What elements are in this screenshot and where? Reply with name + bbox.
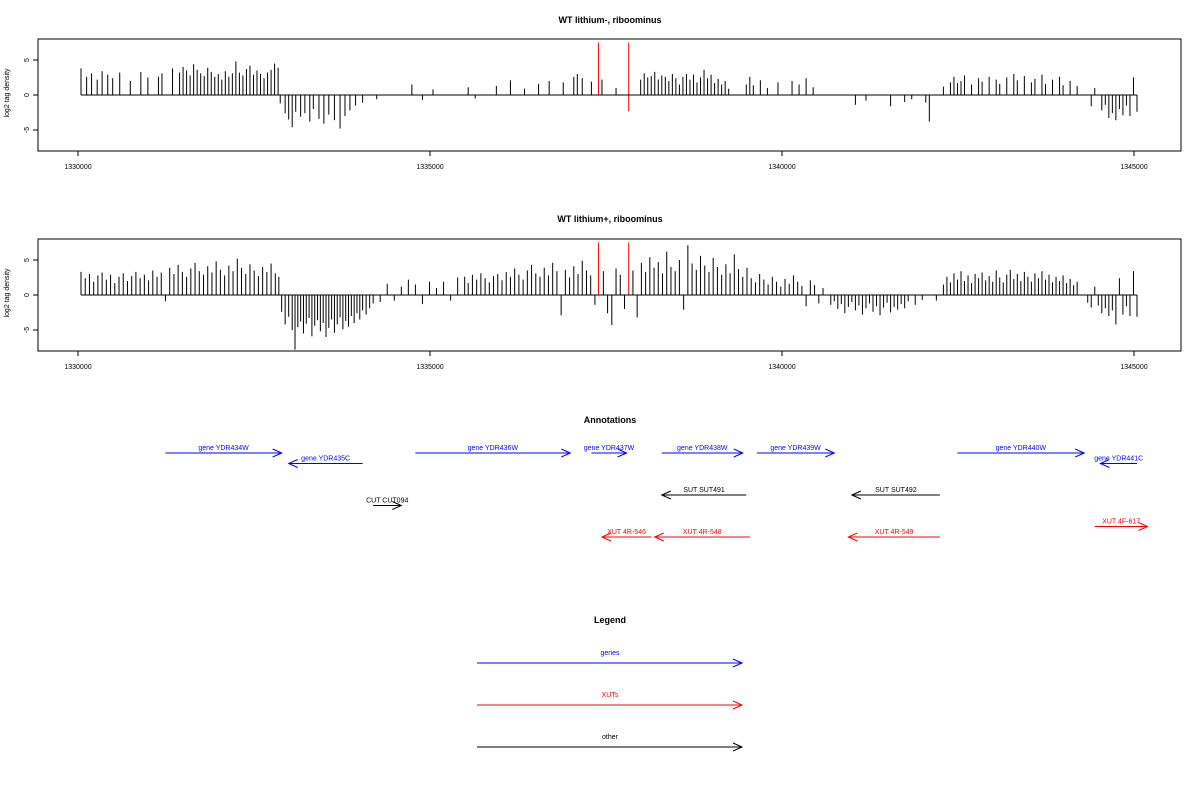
y-axis: -5 0 5 [24, 58, 38, 133]
y-axis-label: log2 tag density [4, 68, 11, 118]
annotation-feature: XUT 4R-548 [653, 529, 750, 542]
arrow-head [847, 532, 858, 542]
arrow-head [653, 532, 664, 542]
legend-item: other [477, 734, 744, 752]
x-tick-label: 1335000 [416, 164, 443, 171]
bar-group [80, 245, 1138, 350]
y-tick-label: 0 [24, 293, 31, 297]
feature-label: XUT 4R-546 [607, 529, 646, 536]
arrow-head [392, 501, 403, 510]
feature-label: XUT 4R-549 [875, 529, 914, 536]
legend-item: XUTs [477, 692, 744, 710]
annotation-feature: CUT CUT094 [366, 498, 408, 510]
annotation-feature: gene YDR434W [165, 445, 283, 458]
feature-label: gene YDR436W [468, 445, 519, 452]
y-tick-label: 0 [24, 93, 31, 97]
feature-label: SUT SUT491 [683, 487, 725, 494]
panel-title: WT lithium+, riboominus [557, 214, 662, 224]
x-tick-label: 1340000 [768, 164, 795, 171]
arrow-head [732, 742, 744, 752]
y-tick-label: -5 [24, 327, 31, 333]
x-tick-label: 1330000 [64, 364, 91, 371]
annotation-feature: XUT 4F-617 [1094, 519, 1149, 531]
annotations-title: Annotations [584, 415, 637, 425]
x-axis: 1330000 1335000 1340000 1345000 [64, 151, 1148, 171]
x-tick-label: 1335000 [416, 364, 443, 371]
feature-label: gene YDR440W [996, 445, 1047, 452]
legend-label: XUTs [602, 692, 619, 699]
feature-label: CUT CUT094 [366, 498, 408, 505]
y-tick-label: 5 [24, 258, 31, 262]
marker-group [597, 242, 630, 295]
legend-items: genes XUTs other [477, 650, 744, 752]
arrow-head [850, 490, 862, 500]
arrow-head [660, 490, 672, 500]
x-tick-label: 1345000 [1120, 164, 1147, 171]
feature-label: gene YDR441C [1094, 456, 1143, 463]
legend-label: other [602, 734, 619, 741]
arrow-head [272, 448, 283, 458]
arrow-head [1099, 459, 1110, 468]
x-tick-label: 1340000 [768, 364, 795, 371]
annotation-feature: gene YDR436W [415, 445, 572, 458]
feature-label: gene YDR438W [677, 445, 728, 452]
arrow-head [825, 448, 836, 458]
x-tick-label: 1330000 [64, 164, 91, 171]
arrow-head [600, 532, 612, 542]
feature-label: gene YDR439W [770, 445, 821, 452]
y-axis: -5 0 5 [24, 258, 38, 333]
arrow-head [733, 448, 744, 458]
y-axis-label: log2 tag density [4, 268, 11, 318]
annotation-feature: gene YDR441C [1094, 456, 1143, 468]
annotation-feature: gene YDR438W [661, 445, 744, 458]
arrow-head [732, 658, 744, 668]
arrow-head [617, 448, 628, 458]
coverage-panel-lithium-plus: WT lithium+, riboominus log2 tag density… [4, 214, 1182, 371]
coverage-panel-lithium-minus: WT lithium-, riboominus log2 tag density… [4, 15, 1182, 171]
arrow-head [1074, 448, 1086, 458]
bar-group [80, 61, 1138, 129]
legend-item: genes [477, 650, 744, 668]
y-tick-label: 5 [24, 58, 31, 62]
feature-label: gene YDR437W [584, 445, 635, 452]
feature-label: gene YDR434W [198, 445, 249, 452]
annotation-feature: gene YDR437W [584, 445, 635, 458]
feature-label: gene YDR435C [301, 456, 350, 463]
annotation-feature: gene YDR439W [756, 445, 836, 458]
feature-label: XUT 4R-548 [683, 529, 722, 536]
arrow-head [1138, 522, 1149, 531]
arrow-head [561, 448, 572, 458]
annotation-feature: XUT 4R-549 [847, 529, 940, 542]
legend-title: Legend [594, 615, 626, 625]
x-axis: 1330000 1335000 1340000 1345000 [64, 351, 1148, 371]
annotation-feature: gene YDR435C [287, 456, 363, 468]
arrow-head [732, 700, 744, 710]
marker-group [597, 42, 630, 112]
annotation-feature: gene YDR440W [957, 445, 1086, 458]
arrow-head [287, 459, 298, 468]
feature-label: SUT SUT492 [875, 487, 917, 494]
feature-group: gene YDR434W gene YDR435C gene YDR436W gene… [165, 445, 1149, 542]
legend-panel: Legend genes XUTs other [477, 615, 744, 752]
panel-title: WT lithium-, riboominus [559, 15, 662, 25]
y-tick-label: -5 [24, 127, 31, 133]
annotation-feature: SUT SUT491 [660, 487, 747, 500]
feature-label: XUT 4F-617 [1102, 519, 1140, 526]
x-tick-label: 1345000 [1120, 364, 1147, 371]
annotation-feature: SUT SUT492 [850, 487, 940, 500]
annotation-feature: XUT 4R-546 [600, 529, 652, 542]
legend-label: genes [600, 650, 620, 657]
